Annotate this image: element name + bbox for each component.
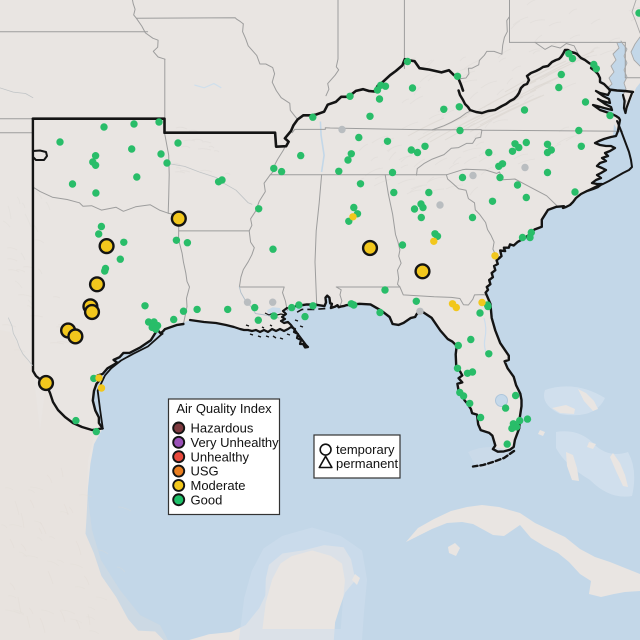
svg-text:Good: Good (191, 492, 223, 507)
svg-text:temporary: temporary (336, 442, 395, 457)
svg-text:Moderate: Moderate (191, 478, 246, 493)
svg-text:permanent: permanent (336, 456, 399, 471)
svg-text:Very Unhealthy: Very Unhealthy (191, 435, 280, 450)
svg-text:Unhealthy: Unhealthy (191, 449, 250, 464)
svg-text:Hazardous: Hazardous (191, 421, 254, 436)
svg-text:Air Quality Index: Air Quality Index (176, 401, 272, 416)
svg-text:USG: USG (191, 464, 219, 479)
